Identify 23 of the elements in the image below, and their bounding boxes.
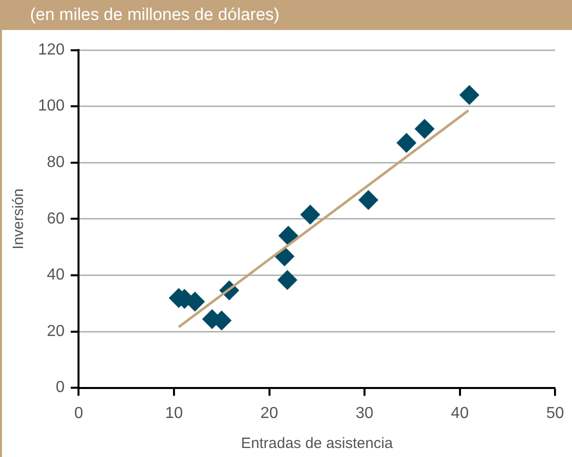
x-tick-label: 20: [260, 404, 278, 422]
y-tick-label: 80: [46, 154, 65, 172]
point: [396, 132, 416, 153]
x-tick-label: 10: [165, 404, 183, 422]
chart-subtitle: (en miles de millones de dólares): [0, 0, 572, 30]
point: [459, 85, 480, 106]
point: [414, 118, 435, 139]
y-tick-label: 120: [38, 41, 65, 58]
point: [358, 190, 378, 210]
point: [278, 226, 298, 246]
y-tick-label: 100: [38, 98, 65, 115]
y-tick-label: 0: [56, 379, 65, 396]
x-axis-title: Entradas de asistencia: [241, 435, 394, 452]
y-tick-label: 20: [46, 322, 65, 340]
point: [277, 270, 298, 290]
x-tick-label: 0: [74, 404, 84, 422]
y-axis-title: Inversión: [10, 188, 28, 250]
point: [300, 204, 320, 225]
x-tick-label: 30: [356, 404, 374, 422]
y-tick-label: 60: [46, 210, 65, 228]
y-tick-label: 40: [46, 266, 65, 284]
x-tick-label: 40: [450, 404, 469, 422]
x-tick-label: 50: [546, 404, 564, 422]
